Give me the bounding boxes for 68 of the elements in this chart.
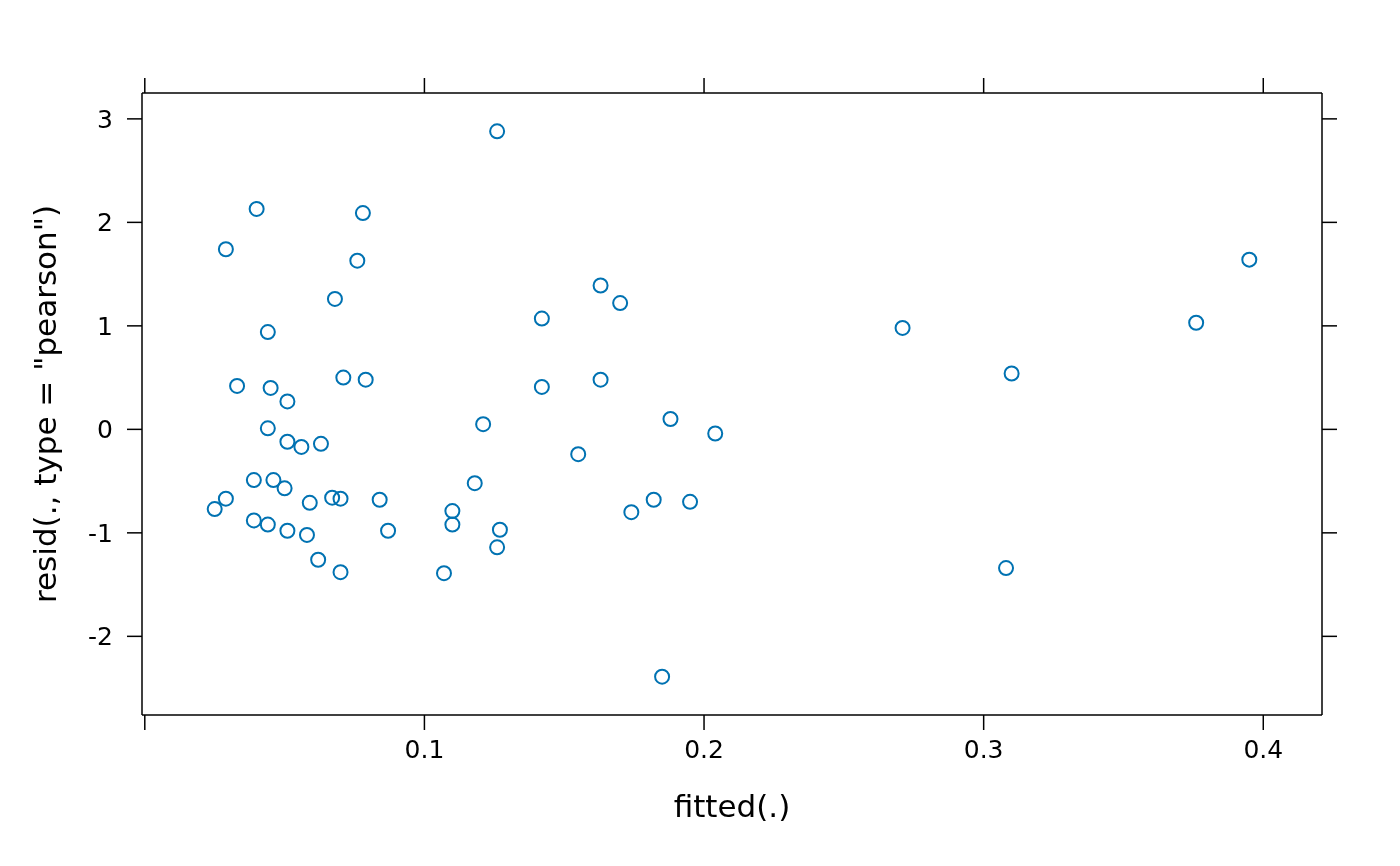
point xyxy=(475,416,492,433)
point xyxy=(301,494,318,511)
point xyxy=(489,123,506,140)
point xyxy=(380,522,397,539)
point xyxy=(570,446,587,463)
point xyxy=(259,324,276,341)
point xyxy=(1241,251,1258,268)
y-tick-label: 3 xyxy=(97,104,113,134)
point xyxy=(262,379,279,396)
point xyxy=(217,241,234,258)
point xyxy=(229,377,246,394)
point xyxy=(335,369,352,386)
point xyxy=(354,205,371,222)
point xyxy=(357,371,374,388)
x-tick-label: 0.4 xyxy=(1243,734,1284,764)
point xyxy=(279,433,296,450)
point xyxy=(298,526,315,543)
point xyxy=(265,472,282,489)
point xyxy=(279,522,296,539)
point xyxy=(894,319,911,336)
point xyxy=(248,200,265,217)
x-tick-label: 0.3 xyxy=(963,734,1004,764)
y-tick-label: 1 xyxy=(97,311,113,341)
point xyxy=(533,310,550,327)
point xyxy=(623,504,640,521)
point xyxy=(279,393,296,410)
point xyxy=(612,295,629,312)
y-tick-label: 0 xyxy=(97,415,113,445)
x-axis-title: fitted(.) xyxy=(673,788,791,824)
point xyxy=(645,491,662,508)
x-tick-label: 0.2 xyxy=(684,734,724,764)
y-axis-title: resid(., type = "pearson") xyxy=(27,204,63,604)
point xyxy=(332,564,349,581)
y-tick-label: -2 xyxy=(88,622,113,652)
point xyxy=(444,516,461,533)
point xyxy=(435,565,452,582)
point xyxy=(466,475,483,492)
point xyxy=(245,472,262,489)
point xyxy=(245,512,262,529)
point xyxy=(682,493,699,510)
point xyxy=(310,551,327,568)
point xyxy=(662,411,679,428)
point xyxy=(654,668,671,685)
point xyxy=(1003,365,1020,382)
point xyxy=(533,378,550,395)
point xyxy=(707,425,724,442)
point xyxy=(276,480,293,497)
point xyxy=(312,435,329,452)
point xyxy=(592,277,609,294)
point xyxy=(217,490,234,507)
point xyxy=(371,491,388,508)
point xyxy=(349,252,366,269)
point xyxy=(998,560,1015,577)
point xyxy=(259,420,276,437)
y-tick-label: 2 xyxy=(97,208,113,238)
point xyxy=(491,521,508,538)
y-tick-label: -1 xyxy=(88,518,113,548)
point xyxy=(592,371,609,388)
point xyxy=(259,516,276,533)
point xyxy=(324,489,341,506)
point xyxy=(326,290,343,307)
point xyxy=(332,490,349,507)
point xyxy=(206,501,223,518)
point xyxy=(1188,314,1205,331)
x-tick-label: 0.1 xyxy=(404,734,445,764)
point xyxy=(444,503,461,520)
point xyxy=(293,438,310,455)
point xyxy=(489,539,506,556)
